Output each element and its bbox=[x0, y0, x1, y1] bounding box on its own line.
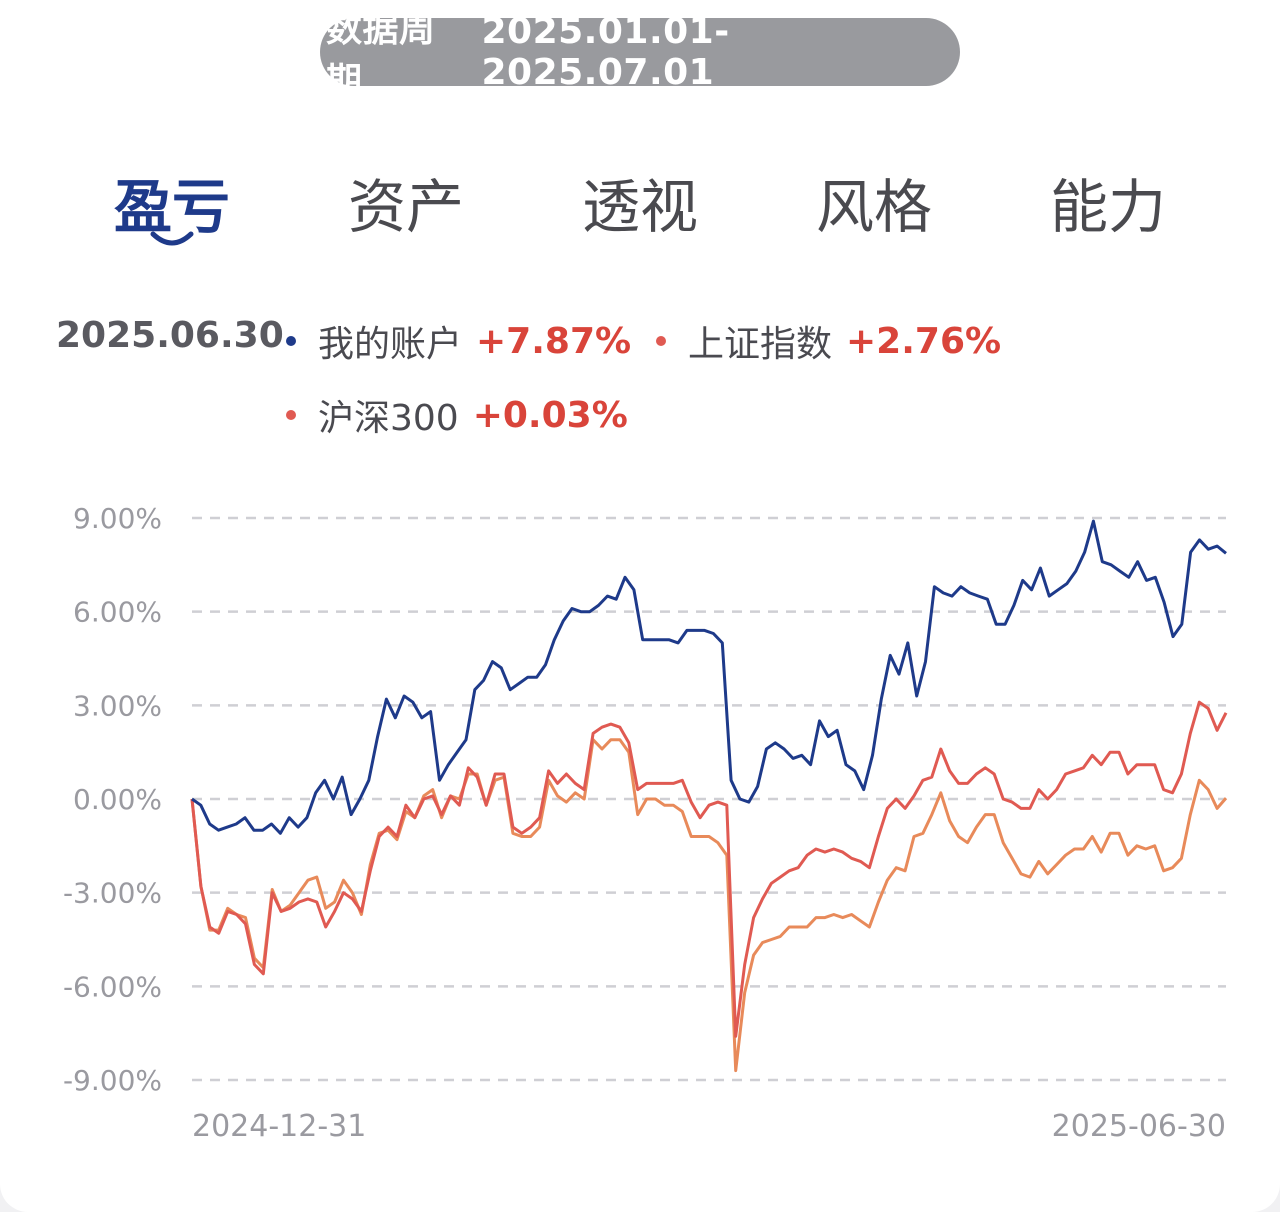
legend-name: 我的账户 bbox=[318, 324, 463, 365]
y-axis-ticks: 9.00% 6.00% 3.00% 0.00% -3.00% -6.00% -9.00% bbox=[63, 502, 162, 1097]
chart-legend: 2025.06.30 我的账户 +7.87% 上证指数 +2.76% 沪深300… bbox=[0, 305, 1280, 445]
series-line-我的账户 bbox=[191, 519, 1227, 835]
tab-style[interactable]: 风格 bbox=[815, 173, 932, 241]
x-axis-end-label: 2025-06-30 bbox=[1052, 1109, 1226, 1144]
data-period-label: 数据周期 bbox=[326, 9, 436, 102]
y-tick-label: 3.00% bbox=[73, 689, 162, 722]
tab-profit-loss[interactable]: 盈亏 bbox=[113, 173, 230, 241]
line-chart: 9.00% 6.00% 3.00% 0.00% -3.00% -6.00% -9.00% 2… bbox=[63, 502, 1228, 1144]
y-tick-label: -6.00% bbox=[63, 970, 162, 1003]
tab-assets[interactable]: 资产 bbox=[347, 173, 464, 241]
tab-perspective[interactable]: 透视 bbox=[581, 173, 698, 241]
x-axis-start-label: 2024-12-31 bbox=[192, 1109, 366, 1144]
data-period-range: 2025.01.01-2025.07.01 bbox=[481, 11, 730, 93]
series-line-沪深300 bbox=[190, 738, 1228, 1073]
tab-bar: 盈亏 资产 透视 风格 能力 bbox=[0, 150, 1280, 250]
data-period-pill: 数据周期 2025.01.01-2025.07.01 bbox=[320, 9, 960, 102]
y-tick-label: -3.00% bbox=[63, 877, 162, 910]
legend-name: 上证指数 bbox=[688, 324, 833, 365]
series-line-上证指数 bbox=[190, 700, 1228, 1038]
tab-ability[interactable]: 能力 bbox=[1049, 173, 1166, 241]
y-tick-label: 0.00% bbox=[73, 783, 162, 816]
legend-item-csi300: 沪深300 +0.03% bbox=[286, 389, 628, 441]
y-tick-label: -9.00% bbox=[63, 1064, 162, 1097]
legend-date: 2025.06.30 bbox=[56, 315, 284, 356]
active-tab-indicator-icon bbox=[150, 231, 194, 246]
legend-dot-icon bbox=[286, 336, 296, 346]
legend-dot-icon bbox=[656, 336, 666, 346]
legend-value: +7.87% bbox=[476, 320, 632, 362]
legend-name: 沪深300 bbox=[318, 398, 459, 439]
legend-item-my-account: 我的账户 +7.87% bbox=[286, 315, 631, 367]
series-lines bbox=[190, 519, 1228, 1073]
legend-item-sse-index: 上证指数 +2.76% bbox=[656, 315, 1001, 367]
legend-value: +2.76% bbox=[846, 320, 1002, 362]
y-tick-label: 6.00% bbox=[73, 596, 162, 629]
legend-value: +0.03% bbox=[472, 394, 628, 436]
legend-dot-icon bbox=[286, 410, 296, 420]
y-tick-label: 9.00% bbox=[73, 502, 162, 535]
